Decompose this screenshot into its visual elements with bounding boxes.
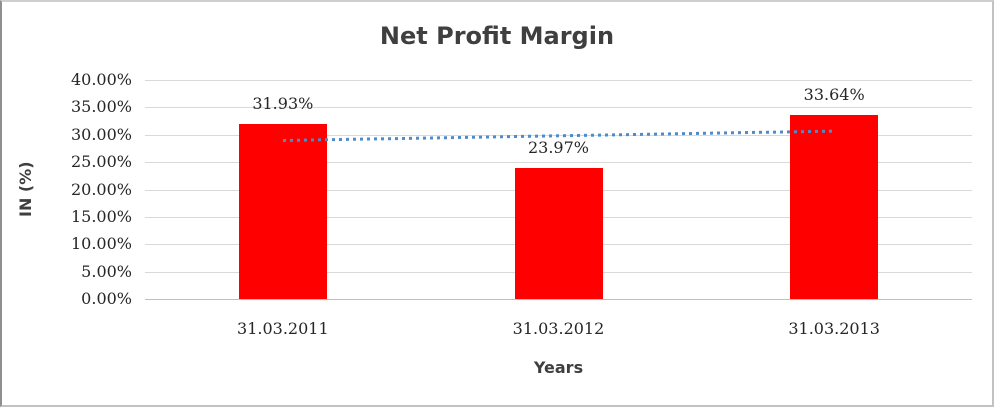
y-tick-label: 30.00% (70, 124, 132, 144)
y-tick-label: 35.00% (70, 97, 132, 117)
bar-31.03.2012 (514, 167, 603, 299)
y-tick-label: 25.00% (70, 152, 132, 172)
x-tick-label: 31.03.2012 (512, 319, 605, 338)
x-axis-title: Years (533, 358, 584, 377)
y-tick-label: 10.00% (70, 234, 132, 254)
x-axis-line (145, 299, 972, 300)
chart-title: Net Profit Margin (379, 22, 615, 50)
data-label: 31.93% (252, 94, 314, 114)
y-tick-label: 15.00% (70, 206, 132, 226)
gridline (145, 107, 972, 109)
x-tick-label: 31.03.2013 (788, 319, 880, 338)
data-label: 23.97% (527, 137, 589, 157)
y-tick-label: 5.00% (81, 261, 132, 281)
x-tick-label: 31.03.2011 (237, 319, 329, 338)
gridline (145, 80, 972, 81)
y-tick-label: 20.00% (70, 179, 132, 199)
gridline (145, 162, 972, 164)
bar-31.03.2011 (238, 124, 327, 299)
y-tick-label: 40.00% (70, 70, 132, 89)
data-label: 33.64% (803, 84, 865, 104)
plot-area (145, 80, 972, 300)
y-tick-label: 0.00% (81, 289, 132, 308)
bar-31.03.2013 (790, 114, 879, 299)
